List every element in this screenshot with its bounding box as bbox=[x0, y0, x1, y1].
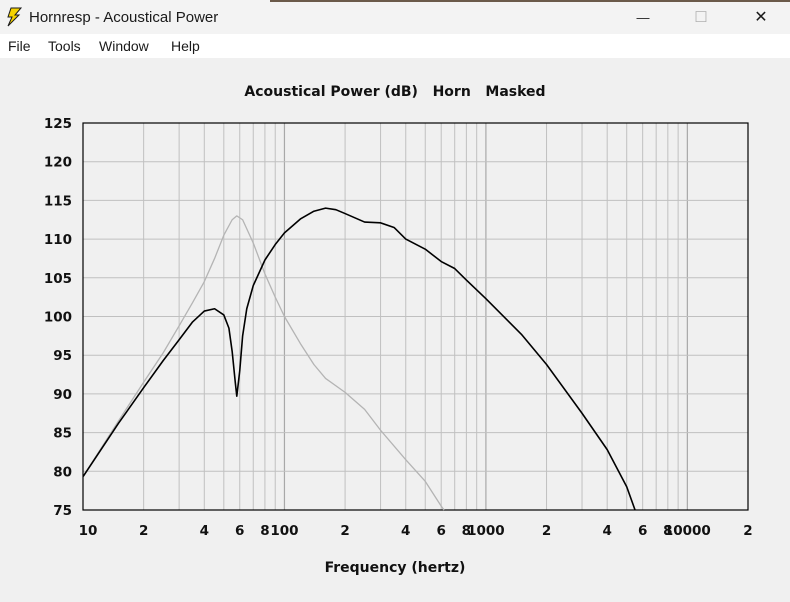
plot-area: Acoustical Power (dB) Horn Masked 125 120… bbox=[0, 58, 790, 597]
y-tick-label: 105 bbox=[44, 271, 72, 287]
x-tick-label: 2 bbox=[542, 523, 551, 539]
menu-tools[interactable]: Tools bbox=[48, 38, 81, 54]
maximize-button[interactable]: ☐ bbox=[672, 0, 730, 34]
x-axis-label: Frequency (hertz) bbox=[325, 560, 466, 576]
menu-window[interactable]: Window bbox=[99, 38, 149, 54]
y-tick-label: 80 bbox=[53, 464, 72, 480]
series-line-horn bbox=[82, 207, 636, 511]
x-tick-label: 2 bbox=[139, 523, 148, 539]
x-tick-label: 10 bbox=[79, 523, 98, 539]
x-tick-label: 6 bbox=[437, 523, 446, 539]
chart-grid bbox=[83, 123, 748, 510]
x-tick-label: 4 bbox=[401, 523, 410, 539]
menu-help[interactable]: Help bbox=[171, 38, 200, 54]
y-tick-label: 75 bbox=[53, 503, 72, 519]
y-tick-label: 100 bbox=[44, 310, 72, 326]
x-tick-label: 8 bbox=[462, 523, 471, 539]
y-tick-label: 90 bbox=[53, 387, 72, 403]
chart-series bbox=[82, 207, 636, 511]
menu-file[interactable]: File bbox=[8, 38, 31, 54]
x-tick-label: 4 bbox=[200, 523, 209, 539]
x-tick-label: 6 bbox=[235, 523, 244, 539]
chart-title: Acoustical Power (dB) Horn Masked bbox=[244, 84, 545, 100]
menu-bar: File Tools Window Help bbox=[0, 34, 790, 58]
hornresp-lightning-icon bbox=[7, 7, 23, 27]
maximize-icon: ☐ bbox=[694, 9, 708, 26]
close-icon: ✕ bbox=[754, 9, 768, 26]
title-bar: Hornresp - Acoustical Power — ☐ ✕ bbox=[0, 0, 790, 34]
y-tick-label: 85 bbox=[53, 426, 72, 442]
y-tick-label: 95 bbox=[53, 348, 72, 364]
x-tick-label: 8 bbox=[260, 523, 269, 539]
y-tick-label: 120 bbox=[44, 155, 72, 171]
plot-frame bbox=[82, 122, 749, 511]
acoustical-power-chart: Acoustical Power (dB) Horn Masked 125 120… bbox=[44, 84, 753, 576]
y-axis-ticks: 125 120 115 110 105 100 95 90 85 80 75 bbox=[44, 116, 72, 519]
desktop-strip bbox=[270, 0, 790, 2]
x-tick-label: 2 bbox=[743, 523, 752, 539]
y-tick-label: 110 bbox=[44, 232, 72, 248]
close-button[interactable]: ✕ bbox=[732, 0, 790, 34]
minimize-button[interactable]: — bbox=[614, 0, 672, 34]
minimize-icon: — bbox=[636, 9, 650, 25]
x-tick-label: 1000 bbox=[467, 523, 505, 539]
series-line-masked bbox=[82, 215, 445, 511]
x-tick-label: 6 bbox=[638, 523, 647, 539]
y-tick-label: 115 bbox=[44, 193, 72, 209]
x-tick-label: 100 bbox=[270, 523, 298, 539]
x-tick-label: 2 bbox=[340, 523, 349, 539]
x-tick-label: 8 bbox=[663, 523, 672, 539]
y-tick-label: 125 bbox=[44, 116, 72, 132]
window-title: Hornresp - Acoustical Power bbox=[29, 9, 219, 26]
x-tick-label: 4 bbox=[602, 523, 611, 539]
x-tick-label: 10000 bbox=[664, 523, 711, 539]
